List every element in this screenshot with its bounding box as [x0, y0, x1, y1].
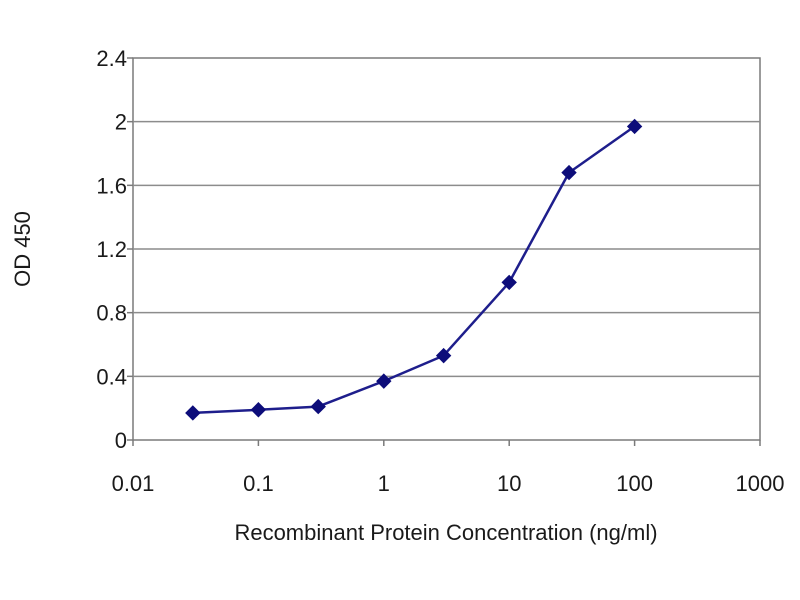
y-tick-label: 0.4 [96, 364, 127, 389]
y-tick-label: 1.6 [96, 173, 127, 198]
y-tick-label: 2 [115, 110, 127, 135]
y-tick-label: 0.8 [96, 301, 127, 326]
x-tick-label: 1 [378, 471, 390, 496]
y-tick-label: 0 [115, 428, 127, 453]
data-point [250, 402, 267, 418]
y-tick-label: 1.2 [96, 237, 127, 262]
x-axis-ticks [132, 440, 761, 446]
series-group [185, 118, 643, 421]
y-tick-label: 2.4 [96, 46, 127, 71]
x-tick-label: 100 [616, 471, 653, 496]
data-point [435, 347, 452, 364]
x-tick-label: 1000 [736, 471, 785, 496]
series-line [192, 125, 636, 415]
data-point [561, 164, 577, 181]
x-tick-label: 0.01 [112, 471, 155, 496]
x-axis-title: Recombinant Protein Concentration (ng/ml… [234, 520, 657, 545]
x-tick-label: 0.1 [243, 471, 274, 496]
grid-lines [127, 57, 760, 441]
y-axis-tick-labels: 0 0.4 0.8 1.2 1.6 2 2.4 [96, 46, 127, 453]
x-tick-label: 10 [497, 471, 521, 496]
data-point [185, 405, 201, 421]
data-point [310, 398, 326, 415]
data-point [501, 274, 517, 291]
x-axis-tick-labels: 0.01 0.1 1 10 100 1000 [112, 471, 785, 496]
y-axis-title: OD 450 [10, 211, 35, 287]
data-point [626, 118, 643, 135]
data-point [376, 373, 392, 389]
